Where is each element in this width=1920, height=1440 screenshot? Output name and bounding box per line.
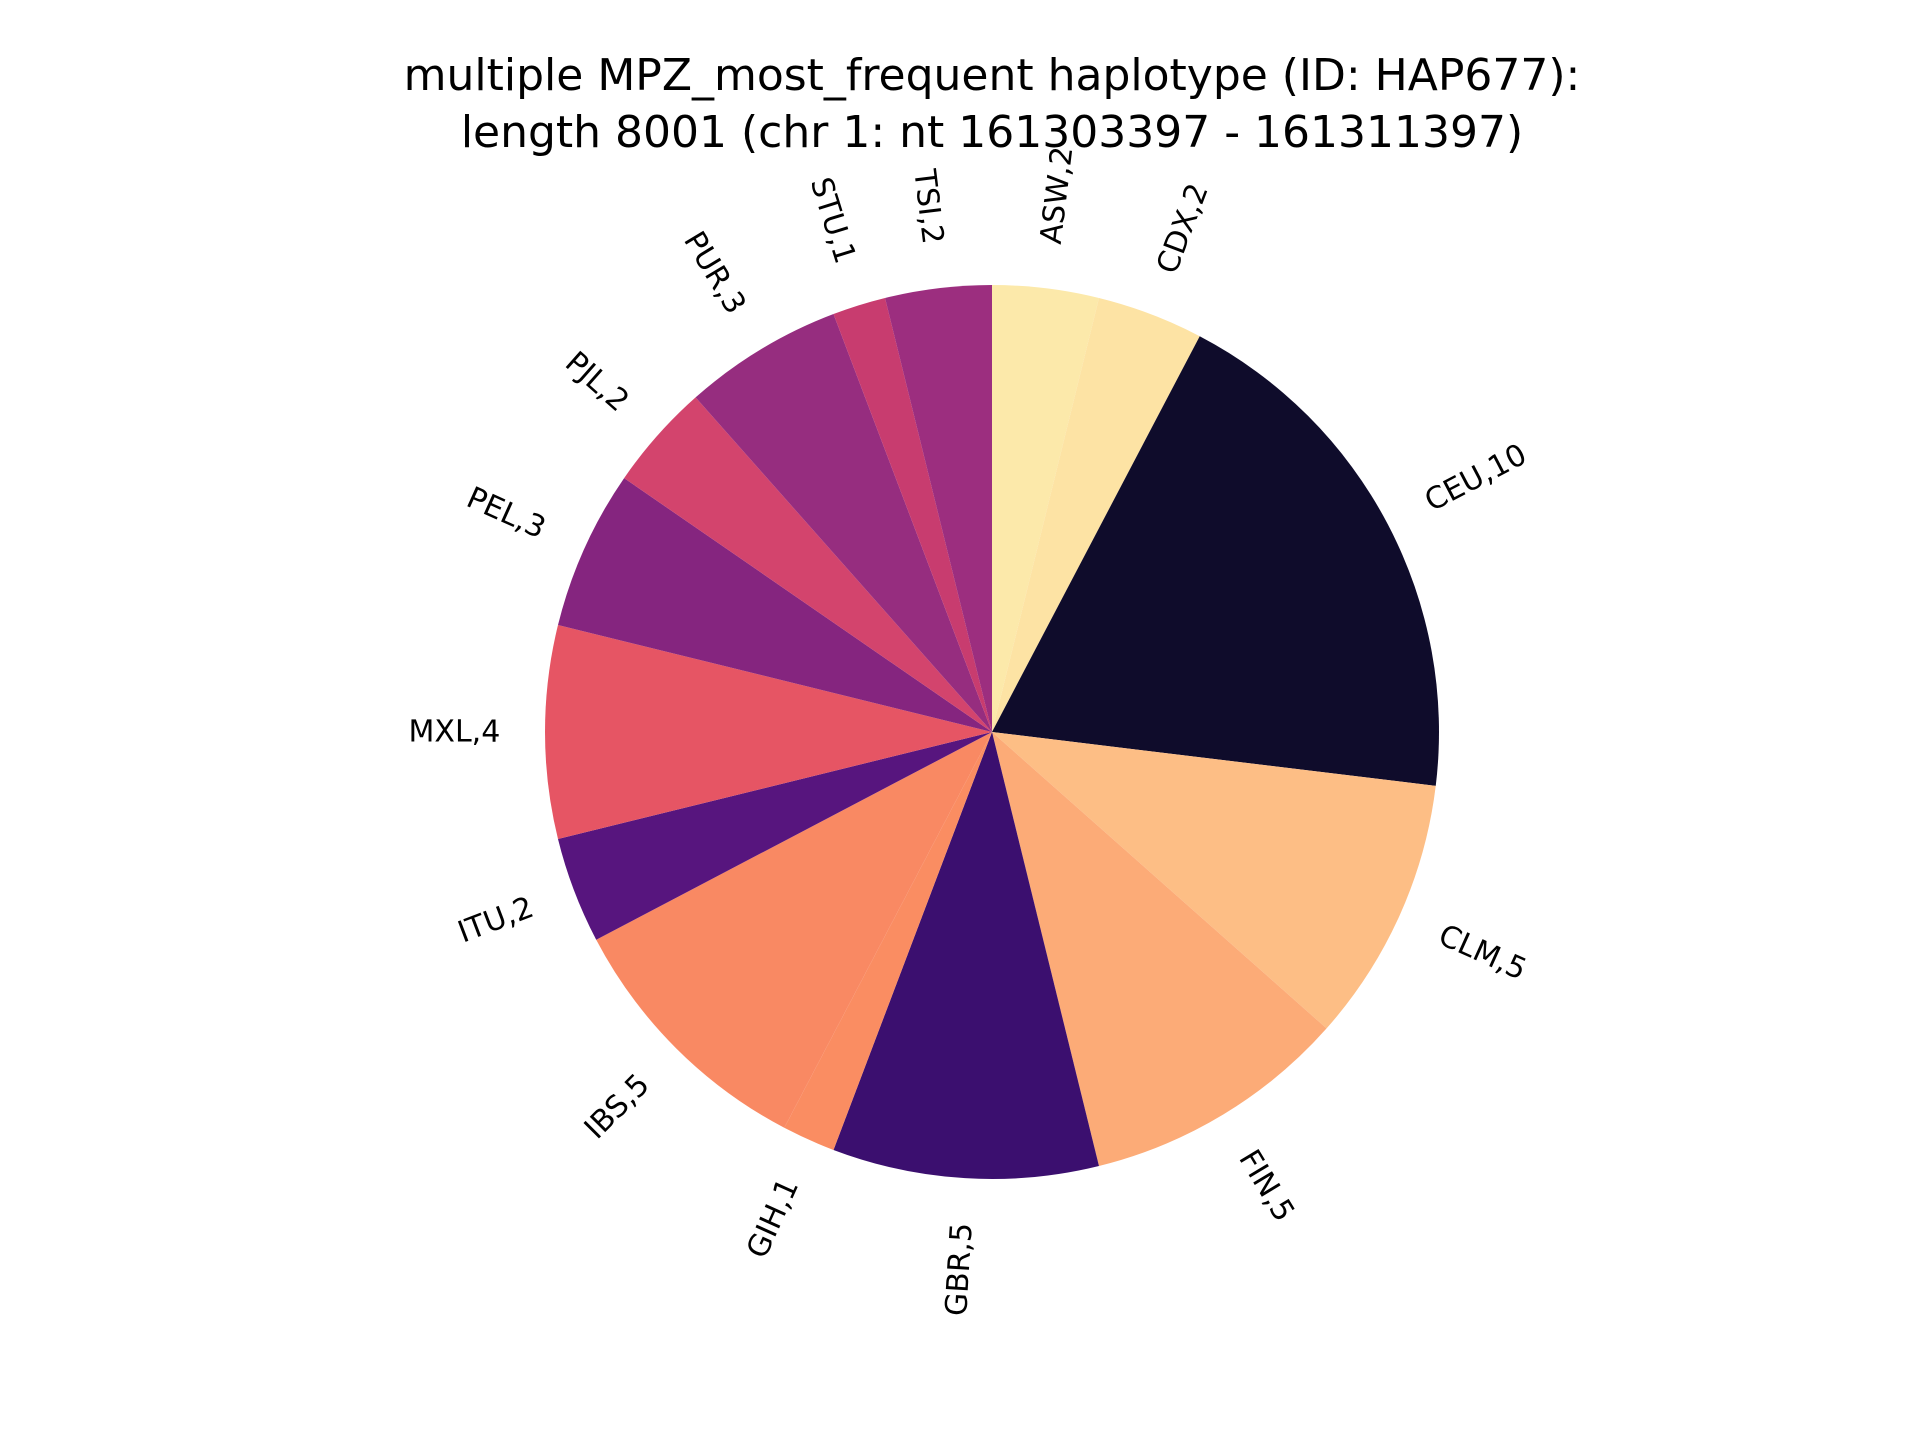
pie-slice-gbr bbox=[833, 732, 1099, 1179]
pie-slice-pur bbox=[695, 314, 992, 732]
pie-slice-pjl bbox=[624, 397, 992, 732]
pie-slice-mxl bbox=[545, 625, 992, 839]
pie-slice-ibs bbox=[596, 732, 992, 1128]
pie-slice-ceu bbox=[992, 336, 1439, 786]
pie-slices bbox=[545, 285, 1439, 1179]
pie-slice-fin bbox=[992, 732, 1327, 1167]
pie-slice-gih bbox=[784, 732, 992, 1150]
pie-slice-itu bbox=[557, 732, 992, 940]
pie-slice-pel bbox=[557, 478, 992, 732]
pie-slice-cdx bbox=[992, 297, 1200, 732]
chart-title-line-2: length 8001 (chr 1: nt 161303397 - 16131… bbox=[461, 107, 1523, 158]
pie-slice-asw bbox=[992, 285, 1099, 732]
pie-label-mxl: MXL,4 bbox=[409, 715, 501, 750]
pie-label-gbr: GBR,5 bbox=[939, 1222, 980, 1317]
chart-title-line-1: multiple MPZ_most_frequent haplotype (ID… bbox=[404, 50, 1581, 101]
pie-slice-clm bbox=[992, 732, 1436, 1029]
pie-slice-stu bbox=[833, 297, 992, 732]
pie-slice-tsi bbox=[885, 285, 992, 732]
